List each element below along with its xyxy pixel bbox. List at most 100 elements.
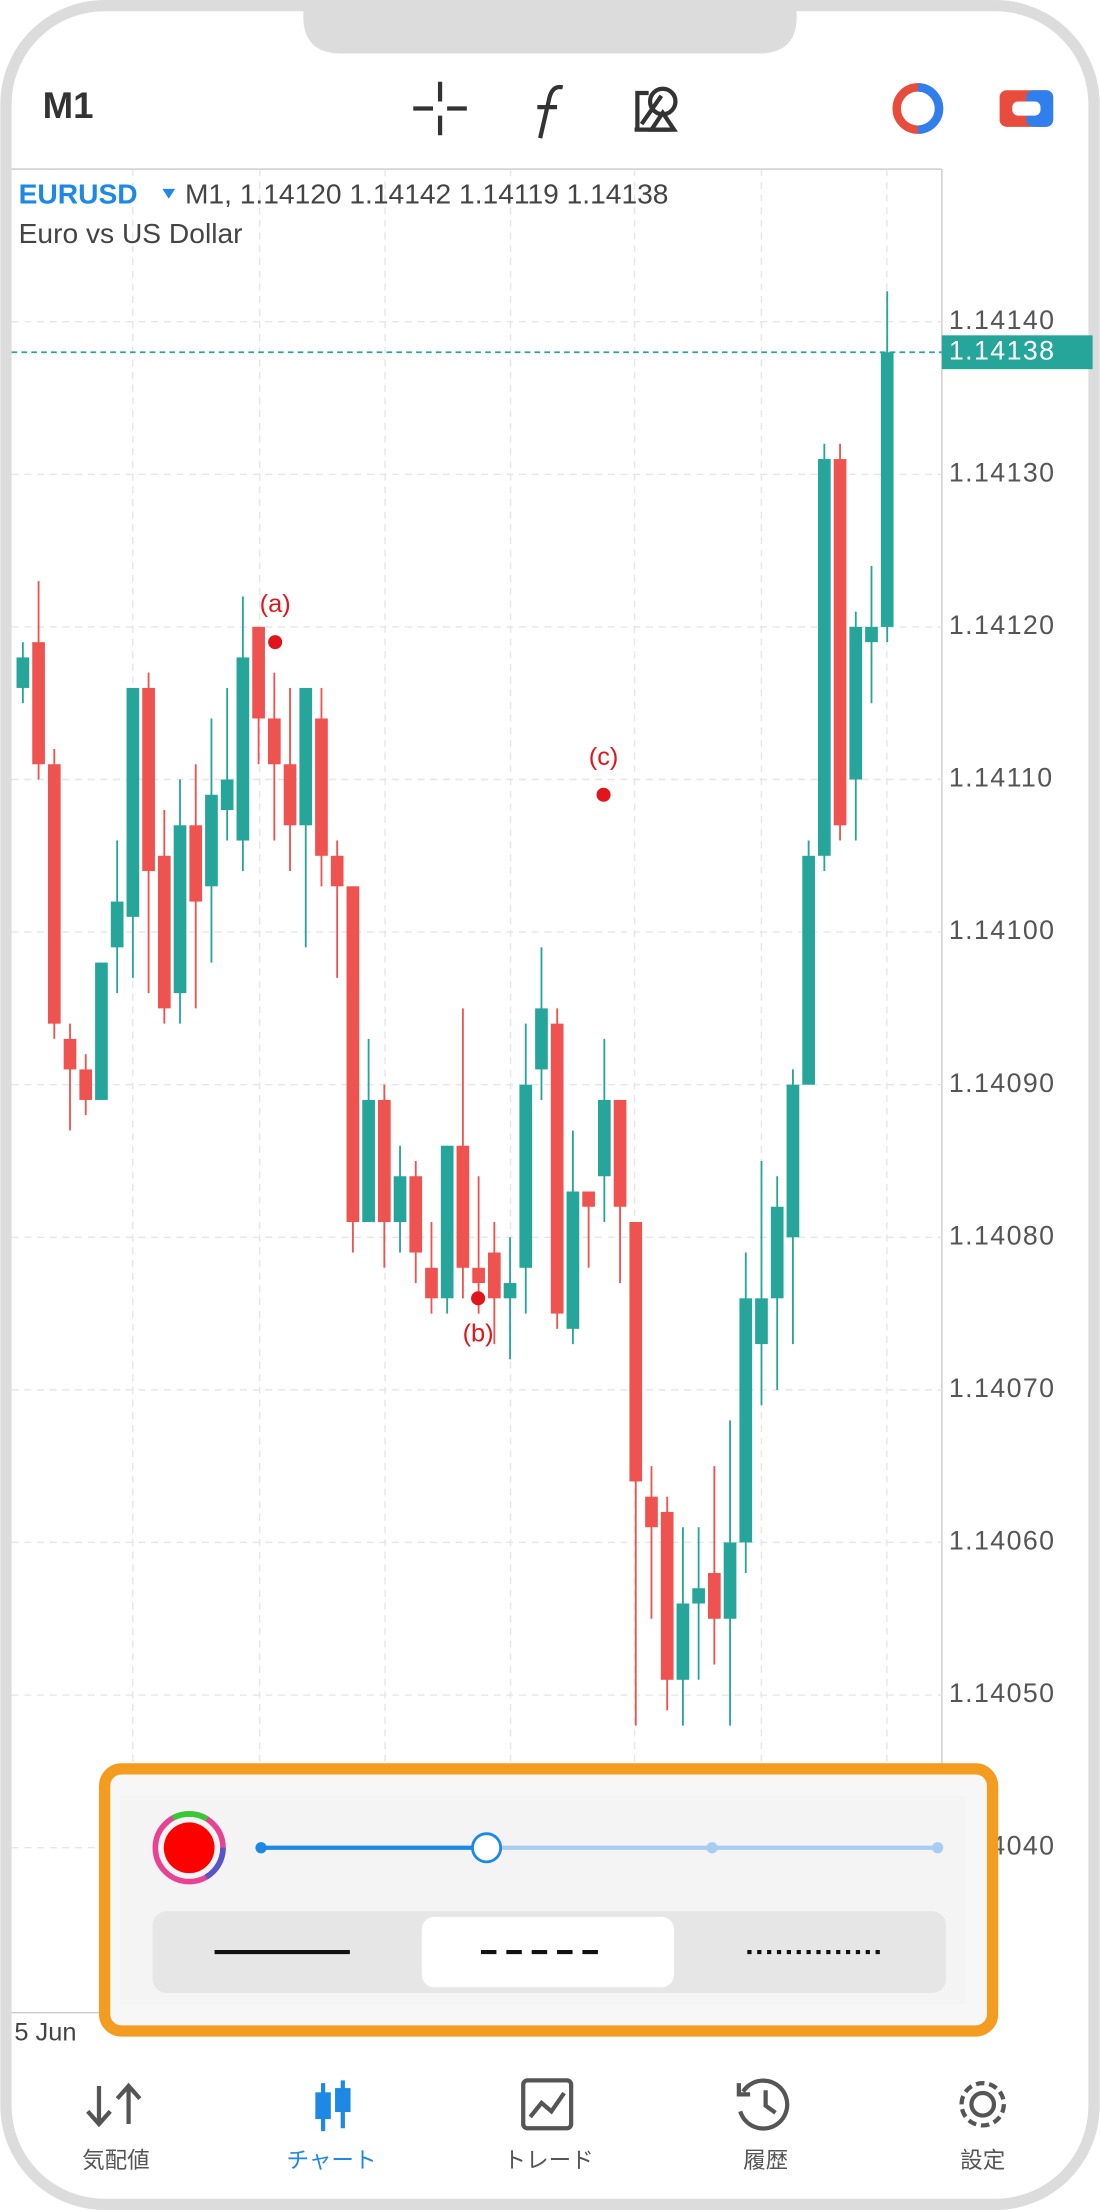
slider-stop: [706, 1842, 718, 1854]
color-swatch[interactable]: [163, 1822, 215, 1874]
description: Euro vs US Dollar: [19, 217, 243, 249]
y-tick-label: 1.14090: [949, 1068, 1056, 1098]
y-tick-label: 1.14100: [949, 915, 1056, 945]
candle-body: [63, 1038, 77, 1070]
point-label: (a): [260, 590, 291, 618]
candle-body: [330, 855, 344, 887]
candle-body: [770, 1206, 784, 1299]
slider-stop: [931, 1842, 944, 1854]
point-label: (b): [463, 1320, 494, 1348]
candle-body: [315, 718, 328, 856]
tab-label[interactable]: 設定: [960, 2148, 1005, 2173]
candle-body: [755, 1298, 768, 1345]
candle-body: [550, 1023, 564, 1314]
candle-body: [833, 459, 847, 826]
candle-body: [173, 825, 187, 994]
candle-body: [865, 626, 878, 643]
candle-body: [110, 901, 124, 948]
timeframe[interactable]: M1: [43, 85, 94, 126]
y-tick-label: 1.14080: [949, 1220, 1056, 1250]
toolbar-icons[interactable]: [413, 81, 678, 139]
y-tick-label: 1.14140: [949, 305, 1056, 335]
candle-body: [362, 1099, 375, 1223]
symbol[interactable]: EURUSD: [19, 177, 138, 209]
plot: 1.14140 1.14130 1.14120 1.14110 1.14100 1.140…: [11, 169, 1093, 2016]
tab-icons[interactable]: [86, 2078, 1006, 2132]
candle-body: [660, 1511, 674, 1680]
candle-body: [487, 1252, 501, 1299]
x-label: 5 Jun: [14, 2019, 76, 2047]
candle-body: [802, 855, 815, 1085]
current-price-label: 1.14138: [949, 335, 1056, 365]
candle-body: [582, 1191, 595, 1207]
candle-body: [440, 1145, 454, 1299]
line-style-panel: [98, 1763, 999, 2037]
candle-body: [299, 687, 313, 826]
candle-body: [409, 1176, 423, 1253]
color-ring: [152, 1811, 226, 1885]
candle-body: [267, 718, 281, 765]
candle-body: [47, 764, 61, 1024]
candle-body: [283, 764, 297, 826]
candle-body: [142, 687, 155, 872]
symbol-dropdown[interactable]: [162, 188, 176, 199]
tab-label[interactable]: チャート: [287, 2148, 377, 2173]
tab-label[interactable]: 気配値: [82, 2148, 150, 2173]
candle-body: [377, 1099, 391, 1223]
candle-body: [126, 687, 140, 917]
candle-body: [723, 1542, 737, 1619]
candle-body: [456, 1145, 470, 1268]
candle-body: [503, 1283, 517, 1299]
candle-body: [880, 352, 894, 627]
candle-body: [32, 642, 45, 765]
candle-body: [157, 855, 171, 1009]
slider-stop: [255, 1842, 267, 1854]
quote: M1, 1.14120 1.14142 1.14119 1.14138: [185, 177, 669, 209]
y-tick-label: 1.14130: [949, 457, 1056, 487]
candle-body: [566, 1191, 580, 1329]
candle-body: [472, 1267, 485, 1284]
status-icons[interactable]: [892, 83, 1054, 134]
candle-body: [786, 1084, 800, 1238]
candle-body: [849, 626, 863, 780]
current-price-box: [941, 335, 1093, 370]
candle-body: [189, 825, 203, 902]
slider-thumb[interactable]: [471, 1832, 503, 1864]
style-selected[interactable]: [421, 1916, 675, 1988]
tab-label[interactable]: トレード: [503, 2148, 593, 2173]
candle-body: [252, 626, 265, 719]
point-label: (c): [589, 743, 619, 771]
point-marker[interactable]: [268, 635, 283, 650]
candle-body: [16, 657, 30, 688]
candle-body: [676, 1603, 690, 1680]
y-tick-label: 1.14110: [949, 763, 1054, 793]
point-marker[interactable]: [596, 787, 611, 802]
candle-body: [613, 1099, 627, 1207]
candle-body: [79, 1069, 93, 1100]
candle-body: [629, 1222, 643, 1482]
tab-label[interactable]: 履歴: [743, 2148, 788, 2173]
point-marker[interactable]: [471, 1291, 486, 1306]
y-tick-label: 1.14120: [949, 610, 1056, 640]
candle-body: [236, 657, 250, 841]
y-tick-label: 1.14060: [949, 1526, 1056, 1556]
candle-body: [692, 1588, 705, 1604]
candle-body: [519, 1084, 533, 1268]
tab-bar: 気配値 チャート トレード 履歴 設定: [82, 2148, 1005, 2173]
candle-body: [535, 1008, 548, 1070]
candle-body: [645, 1496, 658, 1528]
candle-body: [220, 779, 234, 811]
candle-body: [597, 1099, 611, 1177]
notch: [303, 5, 797, 54]
y-tick-label: 1.14050: [949, 1678, 1056, 1708]
candle-body: [346, 886, 360, 1223]
candle-body: [425, 1267, 438, 1299]
candle-body: [739, 1298, 753, 1543]
candle-body: [95, 962, 108, 1100]
color-ring: [152, 1811, 226, 1885]
y-tick-label: 1.14070: [949, 1373, 1056, 1403]
candle-body: [393, 1176, 407, 1223]
candle-body: [707, 1572, 721, 1619]
